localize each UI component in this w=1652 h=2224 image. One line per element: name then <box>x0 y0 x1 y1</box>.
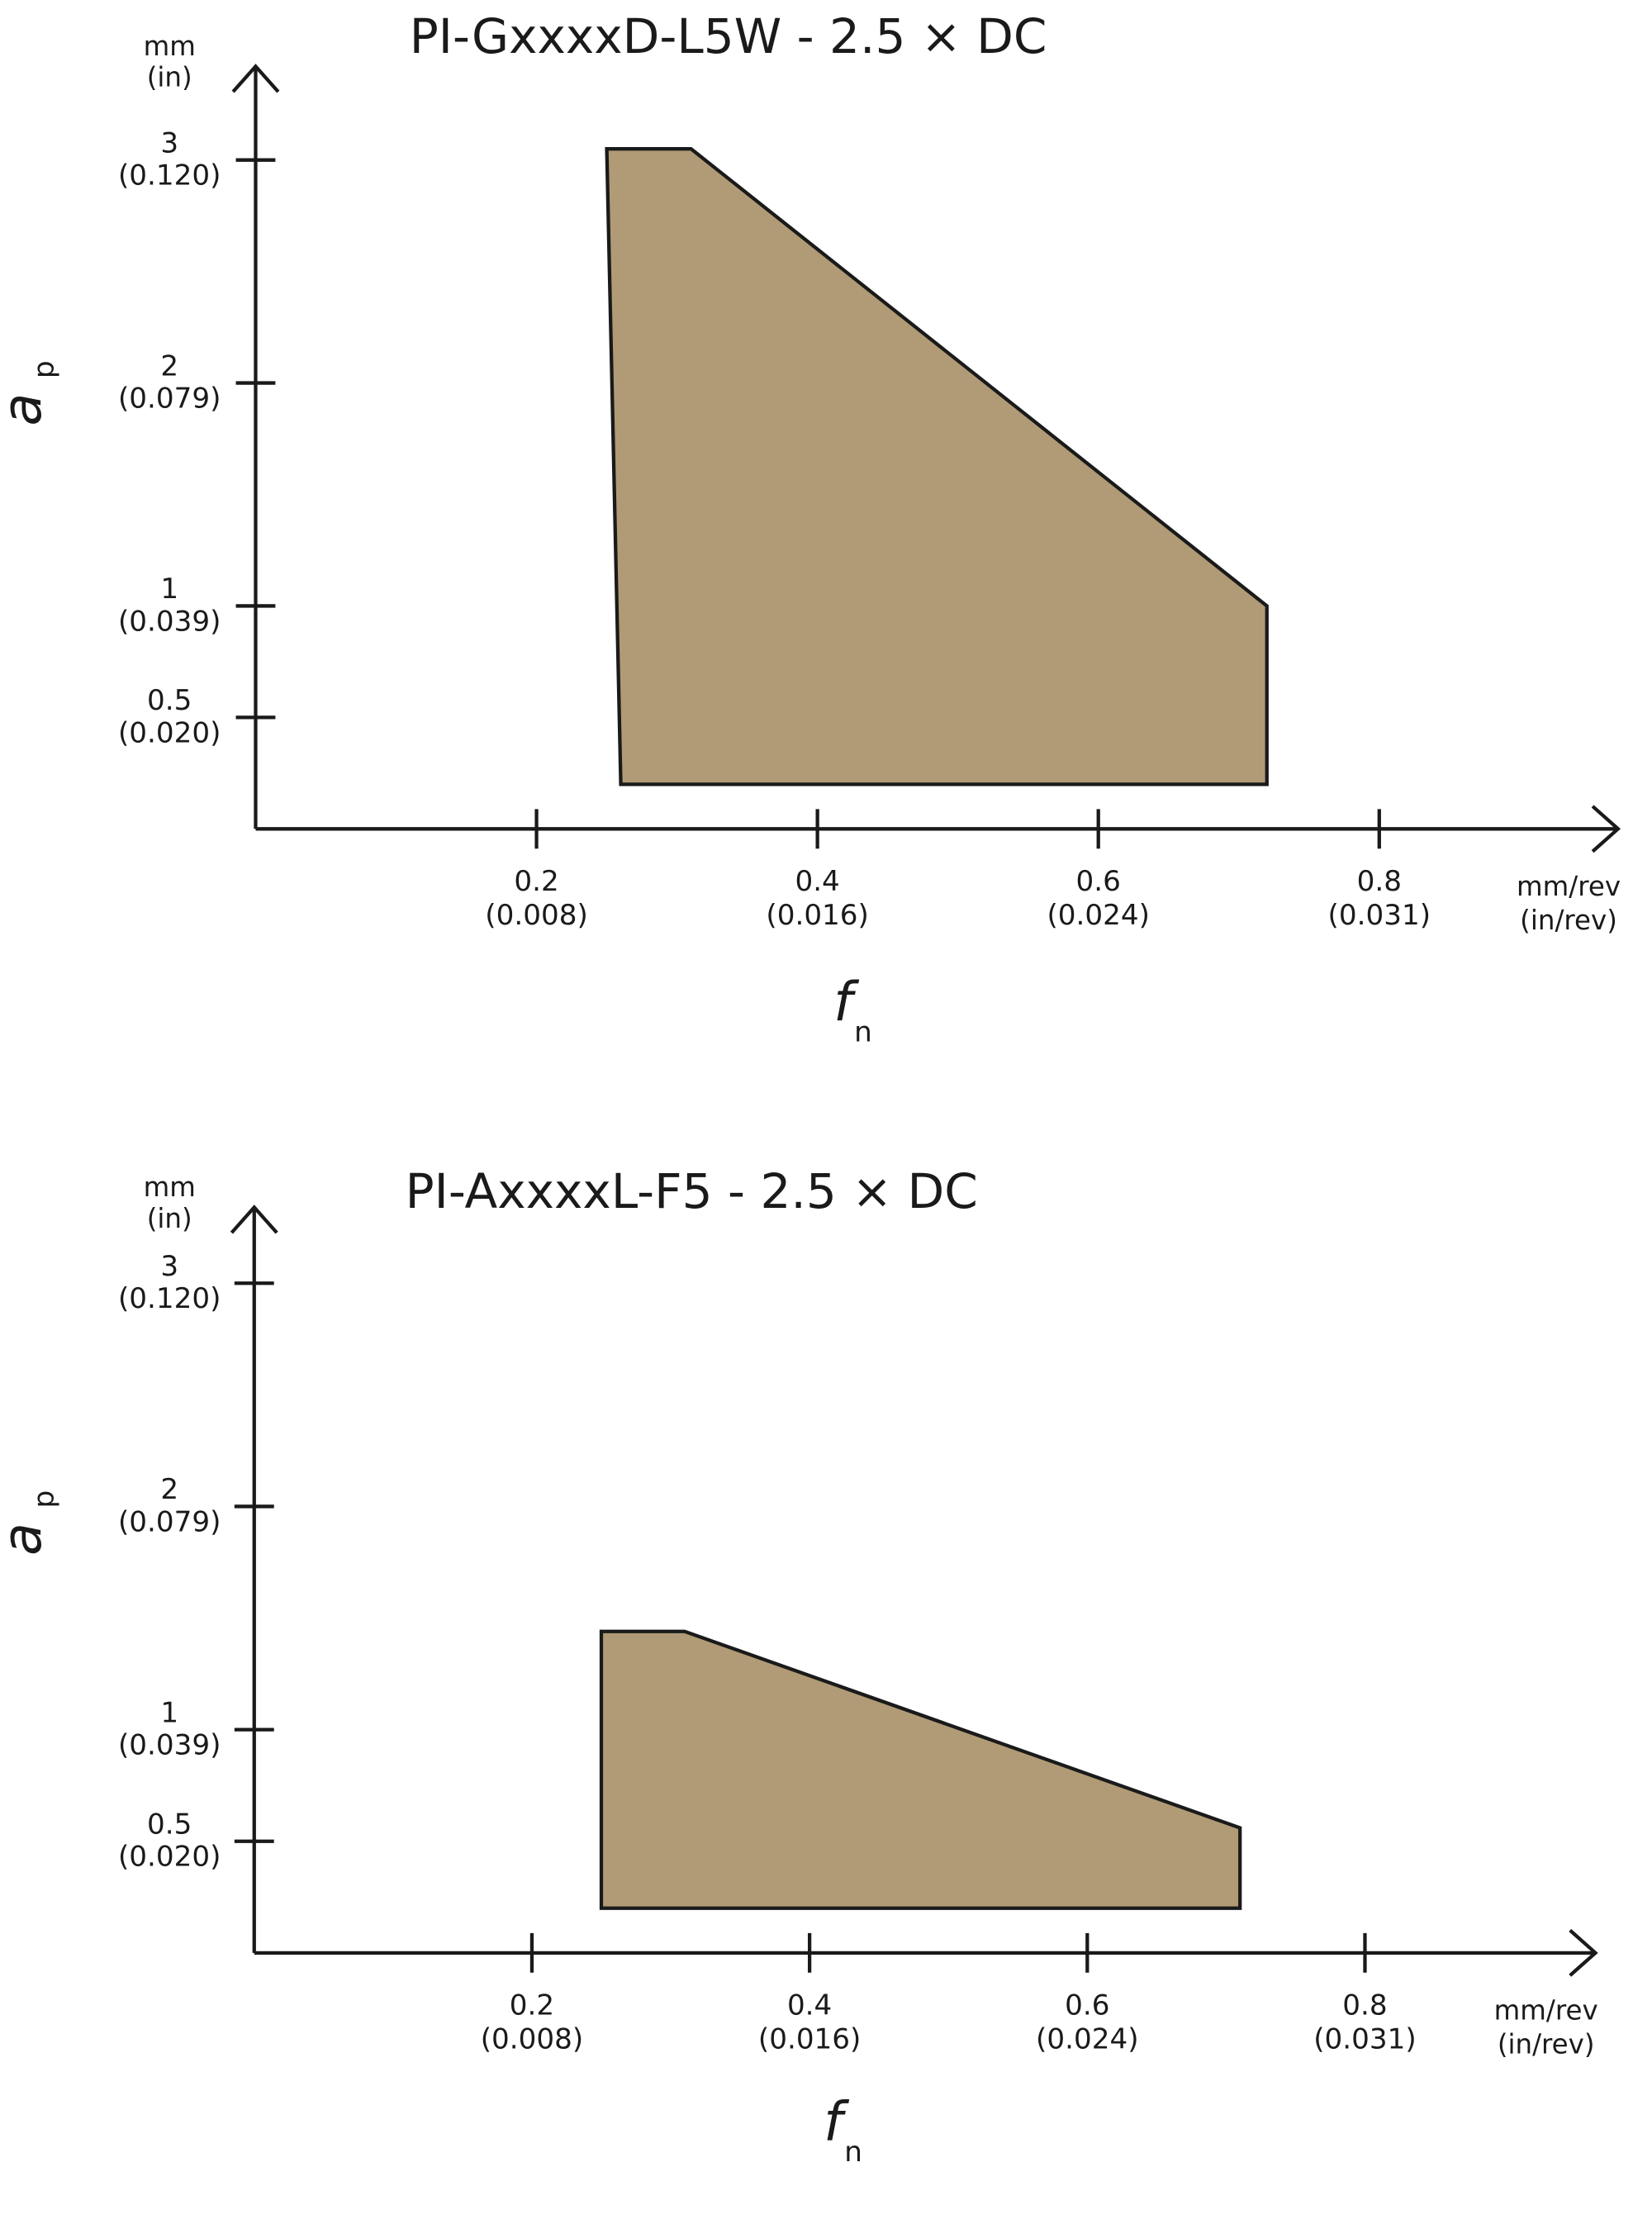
chart-title: PI-AxxxxL-F5 - 2.5 × DC <box>406 1163 978 1219</box>
x-tick-label: (0.008) <box>485 899 588 932</box>
x-axis-subscript: n <box>844 2136 862 2169</box>
y-tick-label: (0.079) <box>118 1505 221 1538</box>
x-tick-label: (0.016) <box>758 2022 861 2055</box>
y-units: mm <box>144 31 196 62</box>
y-tick-label: 0.5 <box>147 1808 192 1841</box>
x-tick-label: 0.2 <box>514 865 558 898</box>
y-tick-label: 0.5 <box>147 684 192 717</box>
y-tick-label: 3 <box>160 126 178 159</box>
x-tick-label: 0.4 <box>787 1989 832 2022</box>
x-tick-label: (0.008) <box>481 2022 584 2055</box>
y-tick-label: (0.020) <box>118 716 221 749</box>
y-units: (in) <box>147 62 192 93</box>
x-tick-label: (0.016) <box>766 899 868 932</box>
y-axis-subscript: p <box>27 360 60 378</box>
x-tick-label: 0.2 <box>510 1989 554 2022</box>
y-tick-label: 3 <box>160 1250 178 1283</box>
application-area <box>599 1629 1242 1910</box>
y-axis-symbol: a <box>0 393 54 426</box>
x-tick-label: 0.8 <box>1357 865 1402 898</box>
x-units: (in/rev) <box>1520 905 1617 936</box>
y-arrow <box>230 1205 278 1234</box>
y-tick-label: (0.120) <box>118 159 221 192</box>
x-tick-label: (0.031) <box>1313 2022 1417 2055</box>
y-axis-subscript: p <box>27 1490 60 1509</box>
y-tick-label: (0.039) <box>118 1729 221 1762</box>
y-tick-label: 1 <box>160 1696 178 1729</box>
y-tick-label: (0.020) <box>118 1841 221 1874</box>
y-units: (in) <box>147 1203 192 1234</box>
y-axis-symbol: a <box>0 1523 54 1556</box>
y-tick-label: 2 <box>160 349 178 383</box>
y-axis-label: ap <box>0 360 60 425</box>
x-tick-label: 0.6 <box>1065 1989 1109 2022</box>
chart-title: PI-GxxxxD-L5W - 2.5 × DC <box>410 8 1047 64</box>
x-arrow <box>1591 805 1621 853</box>
y-axis-label: ap <box>0 1490 60 1556</box>
x-units: mm/rev <box>1494 1995 1598 2027</box>
y-tick-label: (0.079) <box>118 383 221 416</box>
application-area <box>605 147 1269 786</box>
x-tick-label: (0.031) <box>1328 899 1431 932</box>
x-units: mm/rev <box>1517 871 1621 902</box>
x-units: (in/rev) <box>1498 2029 1595 2060</box>
x-tick-label: 0.6 <box>1076 865 1121 898</box>
x-tick-label: 0.4 <box>795 865 839 898</box>
y-arrow <box>231 64 280 93</box>
y-tick-label: 1 <box>160 573 178 606</box>
y-units: mm <box>144 1171 196 1203</box>
x-tick-label: 0.8 <box>1342 1989 1387 2022</box>
x-axis-subscript: n <box>854 1016 872 1049</box>
x-tick-label: (0.024) <box>1047 899 1150 932</box>
y-tick-label: (0.120) <box>118 1282 221 1315</box>
y-tick-label: 2 <box>160 1473 178 1506</box>
y-tick-label: (0.039) <box>118 605 221 638</box>
x-arrow <box>1569 1928 1598 1977</box>
x-tick-label: (0.024) <box>1036 2022 1139 2055</box>
